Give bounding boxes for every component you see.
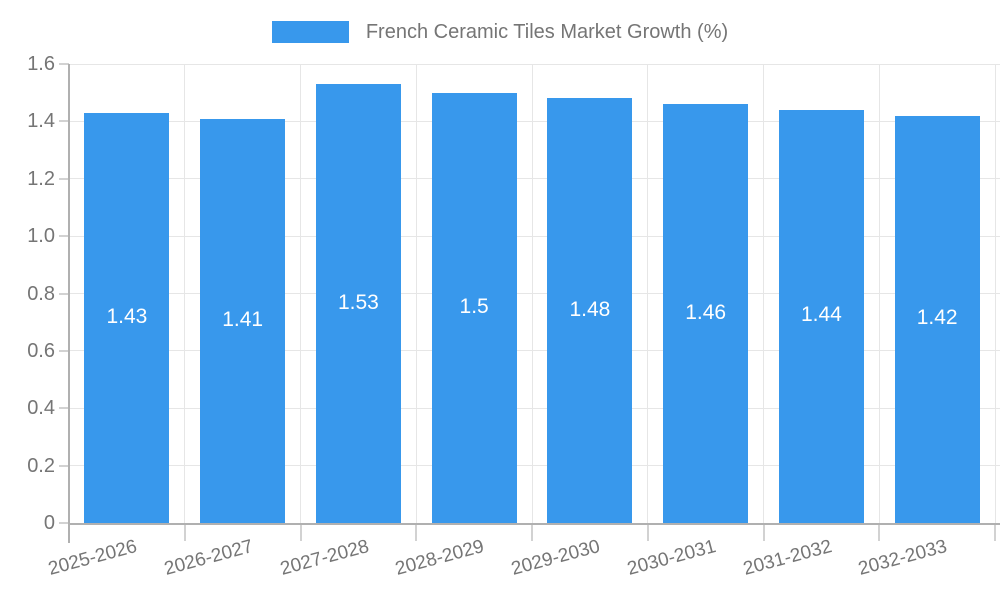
h-gridline [69,350,1000,352]
h-gridline [69,293,1000,294]
legend-swatch[interactable] [271,21,349,43]
x-tick-label: 2026-2027 [161,536,256,580]
x-tick-label: 2029-2030 [509,536,603,580]
bar[interactable] [84,112,170,523]
v-gridline [184,64,186,523]
y-tick [59,177,69,180]
bar-value-label: 1.53 [337,290,379,314]
bar-value-label: 1.44 [800,303,842,327]
y-tick-label: 1.2 [27,167,55,190]
v-gridline [763,64,764,523]
y-tick [59,63,69,65]
legend-label: French Ceramic Tiles Market Growth (%) [365,21,729,43]
x-tick-label: 2025-2026 [46,536,140,580]
x-axis-line [69,523,1000,525]
y-tick-label: 1.6 [27,53,55,75]
x-tick [415,523,418,541]
h-gridline [69,120,1000,122]
bar[interactable] [778,109,864,523]
y-tick [59,349,69,352]
x-tick-label: 2031-2032 [740,536,834,580]
x-tick [299,523,302,541]
y-tick [59,522,69,524]
h-gridline [69,178,1000,180]
y-tick [59,464,69,467]
v-gridline [531,64,533,523]
y-tick [59,407,69,410]
bar-value-label: 1.48 [569,297,611,321]
y-tick-label: 0 [43,512,55,534]
y-axis-line [68,64,70,543]
bar-value-label: 1.46 [685,300,727,324]
x-tick [531,523,533,541]
x-tick-label: 2032-2033 [856,536,950,580]
bar[interactable] [663,104,749,523]
x-tick-label: 2027-2028 [277,536,371,580]
y-tick-label: 1.4 [27,110,55,133]
v-gridline [415,64,417,523]
bar[interactable] [315,84,401,523]
y-tick-label: 0.8 [27,282,55,305]
bar-value-label: 1.42 [916,306,958,330]
bar[interactable] [547,98,633,523]
bar[interactable] [200,118,286,523]
v-gridline [994,64,996,523]
h-gridline [69,63,1000,65]
x-tick-label: 2028-2029 [393,536,487,580]
y-tick-label: 0.6 [27,339,55,362]
y-tick-label: 0.2 [27,454,55,477]
y-tick [59,235,69,238]
bar-value-label: 1.41 [222,307,264,331]
v-gridline [647,64,649,523]
h-gridline [69,235,1000,237]
h-gridline [69,407,1000,409]
bar-value-label: 1.5 [459,294,489,318]
bar[interactable] [894,115,980,523]
x-tick [646,523,649,541]
bar-value-label: 1.43 [106,304,148,328]
y-tick [59,292,69,295]
v-gridline [878,64,880,523]
x-tick-label: 2030-2031 [624,536,719,580]
v-gridline [300,64,301,523]
bar[interactable] [431,92,517,523]
y-tick [59,120,69,123]
x-tick [183,523,186,541]
x-tick [878,523,881,541]
h-gridline [69,465,1000,467]
y-tick-label: 0.4 [27,397,55,420]
chart-legend[interactable]: French Ceramic Tiles Market Growth (%) [0,20,1000,44]
x-tick [762,523,765,541]
y-tick-label: 1.0 [27,225,55,248]
x-tick [994,523,996,541]
